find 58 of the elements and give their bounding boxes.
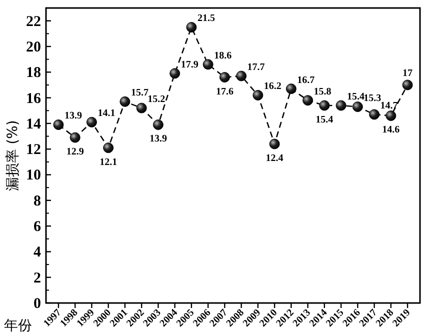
y-axis-title: 漏损率 (%) [5, 120, 21, 191]
y-tick-label: 14 [26, 116, 42, 132]
point [336, 100, 346, 111]
point [53, 119, 64, 130]
data-label: 14.6 [382, 124, 400, 136]
point [186, 22, 197, 32]
data-label: 13.9 [64, 110, 82, 122]
data-label: 21.5 [197, 13, 215, 24]
data-label: 15.2 [148, 94, 166, 106]
data-label: 18.6 [214, 50, 232, 62]
data-label: 15.4 [347, 91, 365, 102]
data-label: 16.2 [264, 81, 282, 92]
data-label: 12.4 [266, 152, 284, 164]
data-label: 15.3 [364, 92, 382, 104]
data-label: 15.7 [130, 88, 148, 99]
y-tick-label: 6 [34, 219, 42, 236]
point [170, 68, 180, 79]
point [136, 102, 147, 114]
y-tick-label: 4 [34, 244, 42, 261]
point [369, 109, 380, 120]
y-tick-label: 10 [26, 168, 41, 184]
y-tick-label: 12 [26, 142, 41, 158]
point [302, 95, 314, 106]
point [103, 142, 114, 154]
point [386, 110, 396, 121]
data-label: 17.6 [216, 86, 234, 98]
point [120, 96, 130, 107]
data-label: 16.7 [297, 74, 315, 86]
data-label: 15.4 [316, 114, 334, 126]
data-label: 14.1 [98, 108, 116, 120]
x-axis-title: 年份 [4, 318, 32, 334]
point [202, 59, 214, 70]
y-tick-label: 8 [34, 193, 41, 210]
point [70, 132, 80, 143]
point [286, 84, 296, 94]
point [252, 90, 264, 100]
y-tick-label: 20 [26, 39, 41, 56]
y-tick-label: 2 [34, 270, 41, 286]
point [219, 72, 230, 83]
data-label: 12.9 [66, 146, 84, 158]
data-label: 14.7 [380, 100, 398, 112]
point [269, 138, 280, 150]
point [319, 100, 330, 111]
data-label: 15.8 [314, 86, 332, 98]
data-label: 13.9 [149, 134, 167, 145]
point [236, 70, 247, 82]
y-tick-label: 18 [26, 65, 41, 82]
y-tick-label: 0 [34, 296, 41, 312]
data-label: 17.7 [247, 62, 265, 73]
point [152, 119, 164, 130]
point [352, 102, 363, 112]
point [86, 116, 97, 128]
point [402, 80, 413, 90]
y-tick-label: 22 [26, 14, 41, 30]
data-label: 12.1 [100, 156, 118, 168]
data-label: 17 [402, 68, 413, 79]
y-tick-label: 16 [26, 90, 42, 107]
data-label: 17.9 [180, 59, 198, 70]
